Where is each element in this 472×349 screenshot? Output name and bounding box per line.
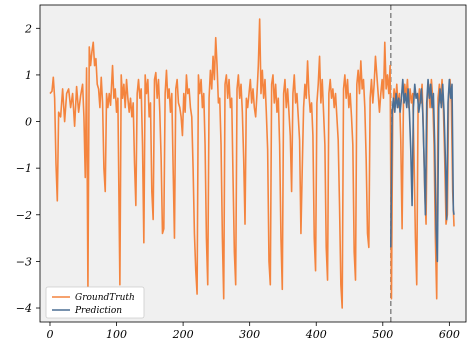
legend-label: GroundTruth: [75, 293, 135, 303]
y-tick-label: 1: [25, 69, 32, 82]
x-tick-label: 600: [439, 328, 460, 341]
x-tick-label: 100: [106, 328, 127, 341]
y-tick-label: 0: [25, 116, 32, 129]
x-tick-label: 400: [305, 328, 327, 341]
y-tick-label: −3: [16, 255, 32, 268]
legend: GroundTruth Prediction: [45, 286, 145, 319]
y-tick-label: −2: [16, 209, 32, 222]
legend-box: [45, 286, 145, 319]
series-layer: [49, 18, 455, 309]
x-tick-label: 500: [372, 328, 393, 341]
series-line-groundtruth: [49, 18, 455, 309]
series-line-prediction: [389, 78, 455, 263]
x-tick-label: 0: [46, 328, 53, 341]
y-tick-label: −1: [16, 162, 32, 175]
x-tick-label: 300: [239, 328, 260, 341]
y-tick-label: −4: [16, 302, 32, 315]
plot-frame: [39, 4, 467, 323]
axis-ticks: 0 100 200 300 400 500 600 2 1 0 −1 −2 −3 −4: [16, 22, 460, 341]
plot-background: [40, 5, 466, 322]
legend-label: Prediction: [74, 306, 122, 316]
x-tick-label: 200: [172, 328, 194, 341]
y-tick-label: 2: [24, 22, 32, 35]
